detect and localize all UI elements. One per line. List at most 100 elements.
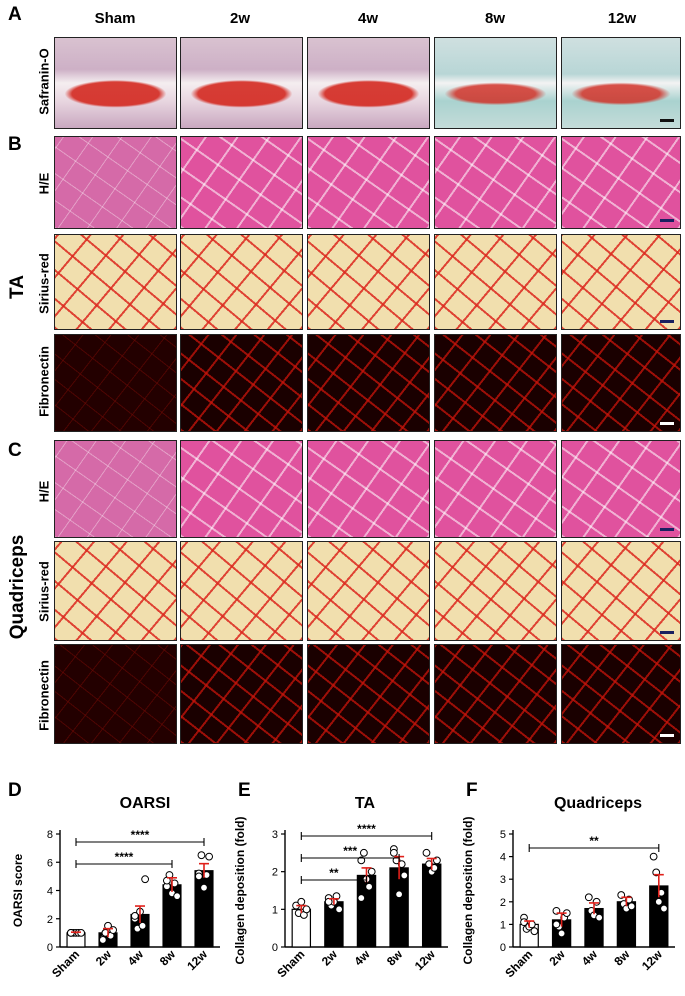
data-point [365, 882, 374, 891]
data-point [654, 897, 663, 906]
y-tick-label: 2 [272, 867, 278, 879]
y-tick-label: 5 [500, 829, 506, 841]
bar-12w [194, 870, 214, 948]
y-tick-label: 2 [47, 914, 53, 926]
micrograph-ta-fibronectin-8w [434, 334, 557, 432]
micrograph-ta-he-4w [307, 136, 430, 229]
scale-bar [660, 422, 674, 425]
y-tick-label: 1 [500, 919, 506, 931]
y-tick-label: 4 [47, 886, 53, 898]
data-point [302, 905, 311, 914]
data-point [400, 871, 409, 880]
bar-8w [389, 867, 409, 948]
micrograph-safranin-sham [54, 37, 177, 129]
data-point [395, 890, 404, 899]
data-point [389, 848, 398, 857]
chart-title-oarsi: OARSI [119, 795, 171, 812]
scale-bar [660, 119, 674, 122]
micrograph-quad-sirius-12w [561, 541, 681, 641]
bar-12w [421, 863, 442, 948]
micrograph-ta-sirius-4w [307, 234, 430, 330]
significance-label: **** [115, 850, 134, 864]
micrograph-ta-fibronectin-sham [54, 334, 177, 432]
data-point [657, 888, 666, 897]
significance-label: ** [329, 866, 339, 880]
micrograph-quad-fibronectin-8w [434, 644, 557, 744]
data-point [324, 897, 333, 906]
data-point [202, 871, 211, 879]
micrograph-quad-fibronectin-4w [307, 644, 430, 744]
y-tick-label: 6 [47, 857, 53, 869]
micrograph-quad-sirius-sham [54, 541, 177, 641]
y-tick-label: 1 [272, 904, 278, 916]
data-point [422, 848, 431, 857]
row-label-he-ta: H/E [36, 172, 52, 195]
data-point [649, 852, 658, 861]
micrograph-quad-he-8w [434, 440, 557, 538]
x-tick-label-2w: 2w [546, 947, 568, 969]
micrograph-quad-sirius-8w [434, 541, 557, 641]
row-label-safranin: Safranin-O [36, 48, 52, 115]
panel-letter-d: D [8, 780, 22, 801]
micrograph-ta-sirius-sham [54, 234, 177, 330]
x-tick-label-sham: Sham [274, 947, 307, 980]
panel-letter-e: E [238, 780, 251, 801]
row-label-he-quad: H/E [36, 480, 52, 503]
micrograph-quad-he-sham [54, 440, 177, 538]
micrograph-quad-sirius-2w [180, 541, 303, 641]
y-tick-label: 2 [500, 897, 506, 909]
micrograph-quad-he-4w [307, 440, 430, 538]
data-point [557, 929, 566, 938]
data-point [627, 902, 636, 911]
micrograph-safranin-12w [561, 37, 681, 129]
micrograph-quad-fibronectin-2w [180, 644, 303, 744]
x-tick-label-sham: Sham [502, 947, 535, 980]
scale-bar [660, 320, 674, 323]
micrograph-ta-fibronectin-2w [180, 334, 303, 432]
x-tick-label-4w: 4w [351, 947, 373, 969]
column-header-2w: 2w [229, 10, 250, 27]
row-label-fibronectin-ta: Fibronectin [36, 346, 52, 417]
micrograph-ta-he-sham [54, 136, 177, 229]
significance-label: *** [343, 844, 357, 858]
y-tick-label: 0 [500, 942, 506, 954]
y-tick-label: 8 [47, 829, 53, 841]
data-point [173, 892, 182, 901]
row-label-sirius-ta: Sirius-red [36, 253, 52, 314]
data-point [367, 867, 376, 876]
y-axis-label: Collagen deposition (fold) [233, 817, 247, 965]
micrograph-ta-sirius-8w [434, 234, 557, 330]
significance-label: **** [357, 822, 376, 836]
y-tick-label: 3 [500, 874, 506, 886]
data-point [357, 894, 366, 902]
x-tick-label-4w: 4w [579, 947, 601, 969]
y-tick-label: 4 [500, 852, 506, 864]
scale-bar [660, 631, 674, 634]
micrograph-quad-fibronectin-sham [54, 644, 177, 744]
column-header-4w: 4w [357, 10, 378, 27]
micrograph-safranin-8w [434, 37, 557, 129]
micrograph-ta-he-8w [434, 136, 557, 229]
panel-letter-a: A [8, 4, 22, 25]
micrograph-ta-fibronectin-12w [561, 334, 681, 432]
micrograph-quad-he-12w [561, 440, 681, 538]
data-point [205, 852, 214, 861]
x-tick-label-8w: 8w [384, 947, 406, 969]
x-tick-label-12w: 12w [184, 947, 210, 973]
micrograph-quad-sirius-4w [307, 541, 430, 641]
data-point [109, 926, 118, 934]
micrograph-safranin-2w [180, 37, 303, 129]
y-axis-label: OARSI score [11, 853, 25, 927]
column-header-12w: 12w [607, 10, 637, 27]
significance-label: ** [589, 834, 599, 848]
data-point [359, 848, 368, 857]
micrograph-quad-fibronectin-12w [561, 644, 681, 744]
x-tick-label-8w: 8w [157, 947, 179, 969]
column-header-8w: 8w [484, 10, 505, 27]
chart-oarsi: 0 2 4 6 8 OARSI score **** **** Sham 2w 4w 8w 12w [11, 828, 220, 980]
scale-bar [660, 528, 674, 531]
data-point [130, 912, 139, 920]
micrograph-quad-he-2w [180, 440, 303, 538]
x-tick-label-sham: Sham [49, 947, 82, 980]
